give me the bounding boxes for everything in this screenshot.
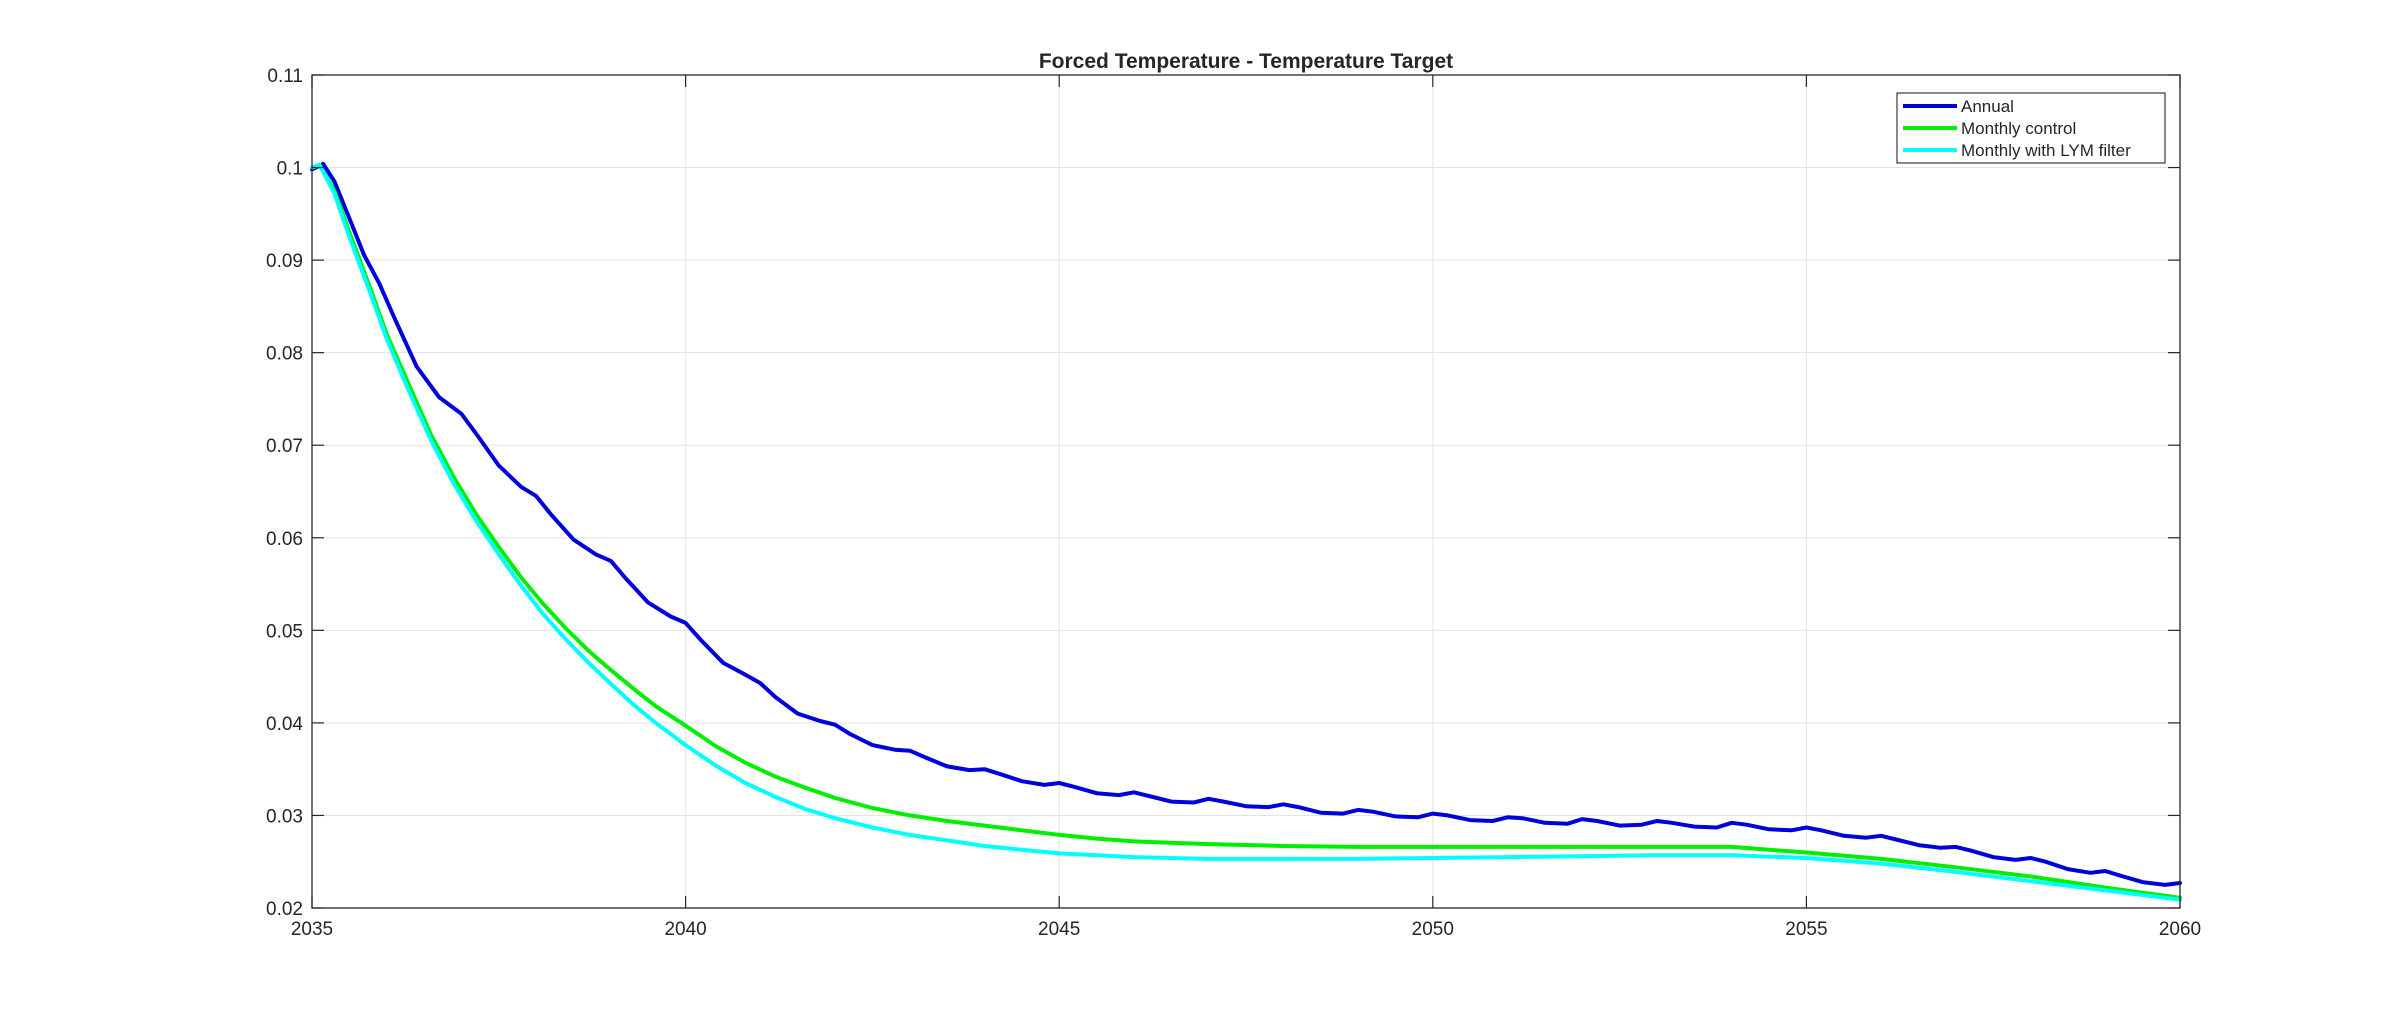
axis-ticks xyxy=(311,74,2181,909)
y-tick-label: 0.1 xyxy=(277,159,303,180)
grid-lines xyxy=(311,74,2181,909)
x-tick-label: 2040 xyxy=(664,919,706,940)
y-tick-label: 0.06 xyxy=(266,529,303,550)
y-tick-label: 0.02 xyxy=(266,899,303,920)
series-line-annual xyxy=(310,161,2182,887)
y-tick-label: 0.08 xyxy=(266,344,303,365)
x-tick-label: 2060 xyxy=(2159,919,2201,940)
x-tick-label: 2035 xyxy=(291,919,333,940)
legend: Annual Monthly control Monthly with LYM fi… xyxy=(1896,92,2166,164)
legend-label-monthly-with-lym-filter: Monthly with LYM filter xyxy=(1961,141,2131,160)
y-tick-label: 0.03 xyxy=(266,806,303,827)
y-tick-labels: 0.02 0.03 0.04 0.05 0.06 0.07 0.08 0.09 0.1 0.11 xyxy=(266,66,303,920)
y-tick-label: 0.05 xyxy=(266,621,303,642)
y-tick-label: 0.09 xyxy=(266,251,303,272)
x-tick-label: 2045 xyxy=(1038,919,1080,940)
x-tick-label: 2055 xyxy=(1785,919,1827,940)
x-tick-labels: 2035 2040 2045 2050 2055 2060 xyxy=(291,919,2201,940)
legend-label-monthly-control: Monthly control xyxy=(1961,119,2076,138)
data-series xyxy=(310,161,2182,902)
chart-title: Forced Temperature - Temperature Target xyxy=(1039,50,1453,73)
axes-box xyxy=(311,74,2181,909)
y-tick-label: 0.11 xyxy=(267,66,303,87)
y-tick-label: 0.07 xyxy=(266,436,303,457)
series-line-monthly-with-lym-filter xyxy=(310,162,2182,902)
plot-area xyxy=(312,75,2180,908)
legend-label-annual: Annual xyxy=(1961,97,2014,116)
x-tick-label: 2050 xyxy=(1412,919,1454,940)
series-line-monthly-control xyxy=(310,162,2182,900)
y-tick-label: 0.04 xyxy=(266,714,303,735)
